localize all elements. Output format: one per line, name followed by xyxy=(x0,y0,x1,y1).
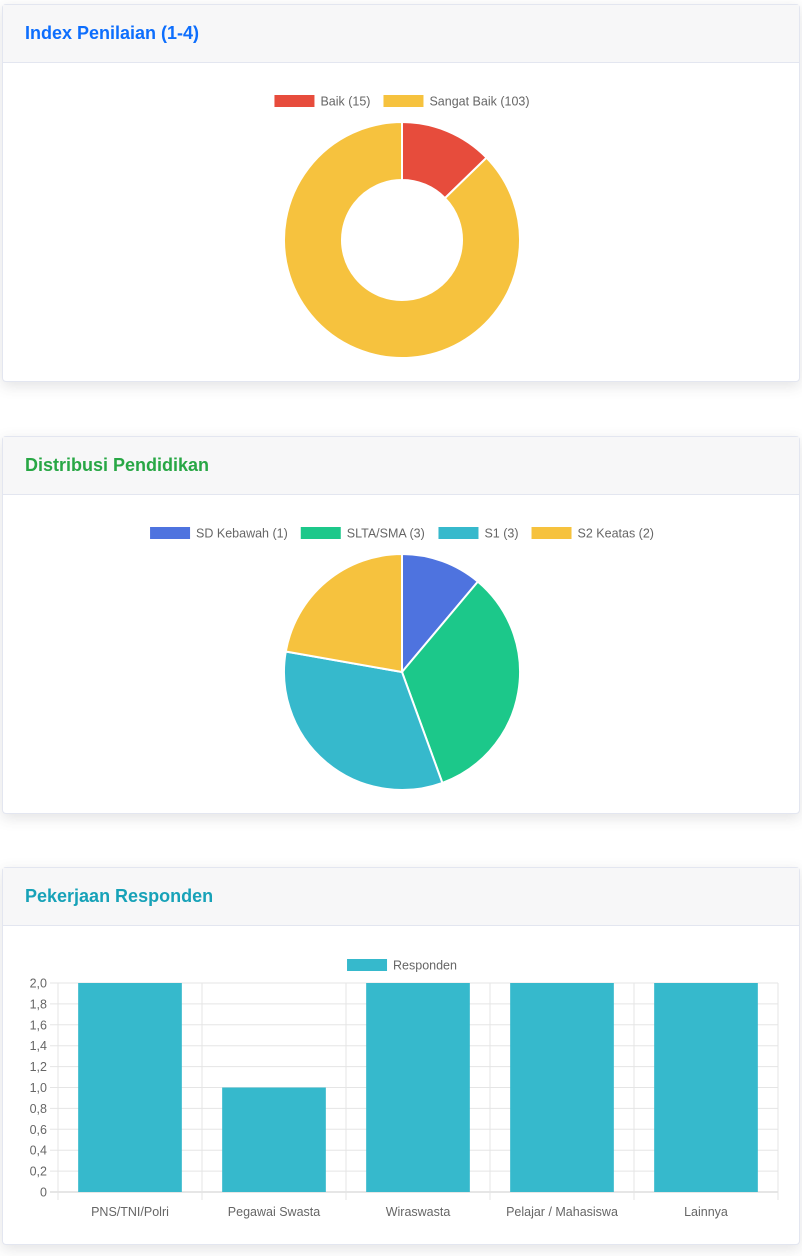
y-tick-label: 0,8 xyxy=(30,1102,47,1116)
card-title: Index Penilaian (1-4) xyxy=(3,5,799,63)
x-tick-label: PNS/TNI/Polri xyxy=(91,1205,169,1219)
legend-label: S2 Keatas (2) xyxy=(578,527,654,541)
pie-slice xyxy=(284,552,403,674)
x-tick-label: Wiraswasta xyxy=(386,1205,451,1219)
legend-swatch xyxy=(347,959,388,971)
legend-swatch xyxy=(531,527,572,539)
card-distribusi-pendidikan: Distribusi Pendidikan SD Kebawah (1) SLTA… xyxy=(2,436,800,814)
y-tick-label: 1,6 xyxy=(30,1018,47,1032)
x-tick-label: Lainnya xyxy=(684,1205,728,1219)
x-tick-label: Pelajar / Mahasiswa xyxy=(506,1205,618,1219)
legend-label: Responden xyxy=(393,959,457,973)
legend-label: Baik (15) xyxy=(320,95,370,109)
legend-swatch xyxy=(438,527,479,539)
legend-swatch xyxy=(383,95,424,107)
y-tick-label: 1,2 xyxy=(30,1060,47,1074)
y-tick-label: 1,8 xyxy=(30,997,47,1011)
card-index-penilaian: Index Penilaian (1-4) Baik (15) Sangat Ba… xyxy=(2,4,800,382)
legend-label: S1 (3) xyxy=(484,527,518,541)
legend-label: Sangat Baik (103) xyxy=(429,95,529,109)
y-tick-label: 0,6 xyxy=(30,1123,47,1137)
doughnut-chart: Baik (15) Sangat Baik (103) xyxy=(274,95,530,359)
y-tick-label: 2,0 xyxy=(30,977,47,991)
bar-chart: Responden 0 0,2 0,4 0,6 0,8 1,0 1,2 1,4 1,6 1,8 2,0… xyxy=(30,959,779,1219)
y-tick-label: 0,4 xyxy=(30,1144,47,1158)
y-tick-label: 0 xyxy=(40,1186,47,1200)
bar xyxy=(510,983,614,1192)
pie-slice xyxy=(283,650,444,791)
x-tick-label: Pegawai Swasta xyxy=(228,1205,320,1219)
legend-swatch xyxy=(274,95,315,107)
y-tick-label: 1,0 xyxy=(30,1081,47,1095)
legend-swatch xyxy=(300,527,341,539)
card-pekerjaan-responden: Pekerjaan Responden Responden 0 0,2 0,4 0,6 0… xyxy=(2,867,800,1245)
y-tick-label: 1,4 xyxy=(30,1039,47,1053)
pie-slice xyxy=(401,552,480,675)
bar xyxy=(78,983,182,1192)
card-title: Pekerjaan Responden xyxy=(3,868,799,926)
pie-slice xyxy=(283,120,521,359)
pie-chart: SD Kebawah (1) SLTA/SMA (3) S1 (3) S2 Keata… xyxy=(150,527,654,791)
legend-label: SD Kebawah (1) xyxy=(196,527,288,541)
bar xyxy=(222,1087,326,1192)
bar xyxy=(366,983,470,1192)
legend-swatch xyxy=(150,527,191,539)
legend-label: SLTA/SMA (3) xyxy=(347,527,425,541)
pie-slice xyxy=(400,580,521,785)
bar xyxy=(654,983,758,1192)
y-tick-label: 0,2 xyxy=(30,1165,47,1179)
card-title: Distribusi Pendidikan xyxy=(3,437,799,495)
